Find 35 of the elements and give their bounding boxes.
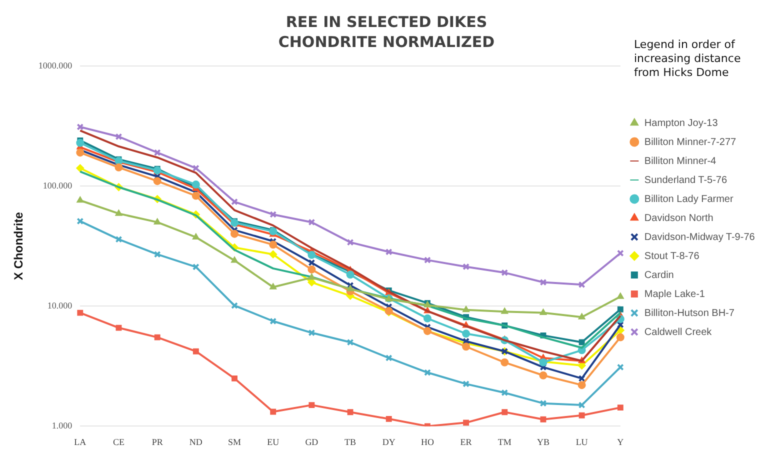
- legend-label: Davidson-Midway T-9-76: [644, 232, 756, 243]
- x-tick-label: YB: [536, 436, 550, 447]
- x-tick-label: ND: [189, 436, 203, 447]
- legend-label: Billiton Lady Farmer: [644, 194, 734, 205]
- legend-label: Maple Lake-1: [644, 288, 706, 300]
- x-tick-label: CE: [112, 436, 125, 447]
- x-tick-label: TM: [498, 436, 512, 447]
- legend-label: Billiton Minner-4: [644, 156, 717, 167]
- legend-label: Davidson North: [644, 212, 714, 224]
- y-tick-label: 1000.000: [38, 60, 73, 70]
- chart-subtitle: CHONDRITE NORMALIZED: [278, 32, 495, 51]
- x-tick-label: PR: [152, 436, 163, 447]
- chart-title: REE IN SELECTED DIKES: [286, 12, 488, 31]
- x-tick-label: GD: [305, 436, 319, 447]
- legend-title: Legend in order of increasing distance from Hicks Dome: [634, 38, 742, 80]
- legend-label: Sunderland T-5-76: [644, 174, 728, 186]
- legend-label: Stout T-8-76: [644, 250, 700, 262]
- x-tick-label: LA: [74, 436, 87, 447]
- x-tick-label: DY: [382, 436, 396, 447]
- x-tick-label: ER: [460, 436, 472, 447]
- legend-label: Billiton-Hutson BH-7: [644, 308, 735, 319]
- x-tick-label: LU: [576, 436, 588, 447]
- y-tick-label: 100.000: [42, 180, 73, 190]
- y-axis-title: X Chondrite: [12, 212, 26, 280]
- x-tick-label: TB: [344, 436, 356, 447]
- y-tick-label: 10.000: [47, 300, 73, 310]
- y-tick-label: 1.000: [52, 420, 73, 431]
- x-tick-label: Y: [617, 436, 624, 447]
- legend-label: Billiton Minner-7-277: [644, 136, 737, 148]
- x-tick-label: EU: [267, 436, 280, 447]
- legend-label: Cardin: [644, 270, 674, 281]
- x-tick-label: HO: [420, 436, 434, 447]
- legend-label: Caldwell Creek: [644, 326, 713, 338]
- legend-label: Hampton Joy-13: [644, 118, 718, 129]
- x-tick-label: SM: [228, 436, 242, 447]
